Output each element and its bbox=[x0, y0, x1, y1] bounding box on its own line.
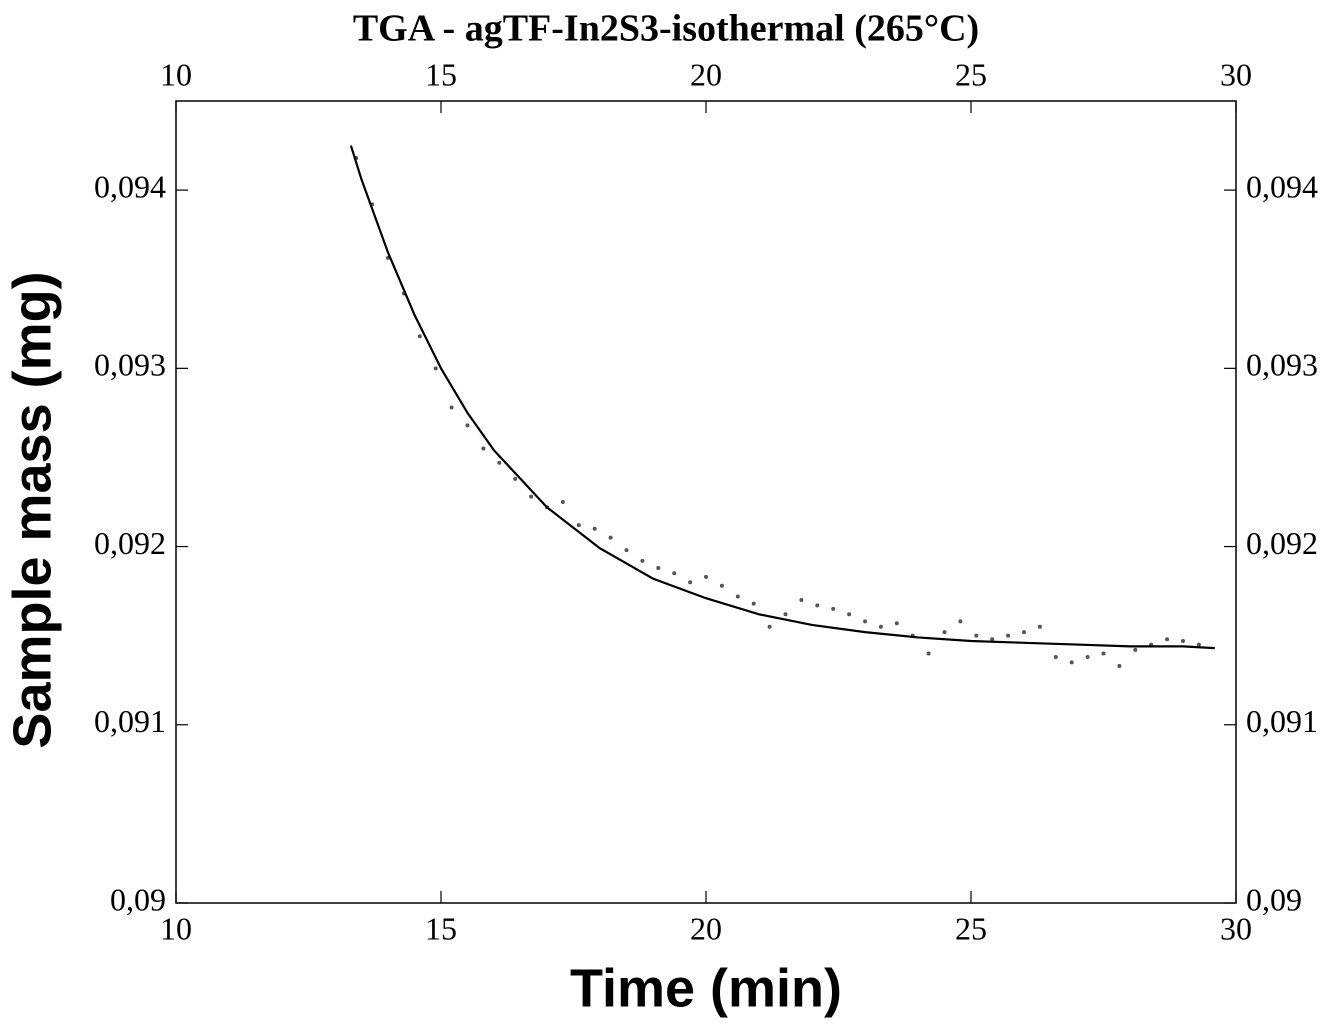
data-point bbox=[560, 500, 565, 504]
data-point bbox=[592, 526, 597, 531]
y-right-tick-label: 0,093 bbox=[1246, 347, 1318, 383]
y-right-tick-label: 0,092 bbox=[1246, 525, 1318, 561]
x-tick-label: 25 bbox=[955, 910, 987, 946]
data-point bbox=[672, 571, 677, 576]
data-point bbox=[1165, 637, 1170, 642]
data-point bbox=[831, 606, 836, 611]
x-tick-label: 20 bbox=[690, 910, 722, 946]
data-point bbox=[1133, 647, 1138, 652]
data-point bbox=[608, 535, 613, 540]
data-point bbox=[815, 603, 820, 608]
x-top-tick-label: 20 bbox=[690, 56, 722, 92]
data-point bbox=[640, 558, 645, 563]
x-top-tick-label: 30 bbox=[1220, 56, 1252, 92]
x-tick-label: 15 bbox=[425, 910, 457, 946]
y-axis-label: Sample mass (mg) bbox=[2, 271, 62, 748]
x-axis-label: Time (min) bbox=[570, 958, 842, 1018]
data-point bbox=[974, 633, 979, 638]
data-point bbox=[847, 612, 852, 617]
data-point bbox=[1117, 663, 1122, 668]
data-point bbox=[990, 637, 995, 642]
data-point bbox=[783, 612, 788, 617]
x-tick-label: 10 bbox=[160, 910, 192, 946]
data-point bbox=[497, 460, 502, 465]
fit-line bbox=[349, 145, 1215, 650]
data-point bbox=[767, 624, 772, 629]
data-point bbox=[958, 619, 963, 624]
data-point bbox=[433, 366, 438, 371]
y-tick-label: 0,093 bbox=[94, 347, 166, 383]
data-point bbox=[624, 548, 629, 553]
data-point bbox=[688, 580, 693, 585]
data-point bbox=[656, 565, 661, 570]
data-point bbox=[799, 598, 804, 603]
plot-frame bbox=[175, 100, 1237, 904]
y-tick-label: 0,094 bbox=[94, 168, 166, 204]
data-point bbox=[529, 494, 534, 499]
y-tick-label: 0,092 bbox=[94, 525, 166, 561]
y-tick-label: 0,09 bbox=[110, 881, 166, 917]
x-top-tick-label: 25 bbox=[955, 56, 987, 92]
data-point bbox=[481, 446, 486, 451]
data-point bbox=[1006, 633, 1011, 638]
data-point bbox=[735, 594, 740, 599]
x-tick-label: 30 bbox=[1220, 910, 1252, 946]
data-point bbox=[1181, 639, 1185, 644]
data-point bbox=[1101, 651, 1106, 656]
data-point bbox=[1069, 660, 1074, 665]
data-point bbox=[1085, 655, 1090, 660]
chart-title: TGA - agTF-In2S3-isothermal (265°C) bbox=[353, 8, 979, 50]
data-point bbox=[1053, 655, 1058, 660]
x-top-tick-label: 10 bbox=[160, 56, 192, 92]
data-point bbox=[465, 423, 470, 428]
data-point bbox=[513, 476, 518, 481]
y-right-tick-label: 0,09 bbox=[1246, 881, 1302, 917]
data-point bbox=[942, 630, 947, 635]
y-right-tick-label: 0,091 bbox=[1246, 703, 1318, 739]
data-point bbox=[926, 651, 931, 656]
data-point bbox=[751, 601, 756, 606]
data-point bbox=[863, 619, 867, 624]
y-tick-label: 0,091 bbox=[94, 703, 166, 739]
x-top-tick-label: 15 bbox=[425, 56, 457, 92]
data-point bbox=[449, 405, 454, 410]
data-point bbox=[894, 621, 899, 626]
data-point bbox=[704, 574, 708, 579]
data-point bbox=[576, 523, 581, 528]
data-point bbox=[878, 624, 883, 629]
y-right-tick-label: 0,094 bbox=[1246, 168, 1318, 204]
data-point bbox=[417, 334, 422, 339]
data-point bbox=[719, 583, 724, 588]
data-point bbox=[1196, 642, 1201, 647]
data-point bbox=[1037, 624, 1042, 629]
data-point bbox=[1022, 630, 1026, 635]
